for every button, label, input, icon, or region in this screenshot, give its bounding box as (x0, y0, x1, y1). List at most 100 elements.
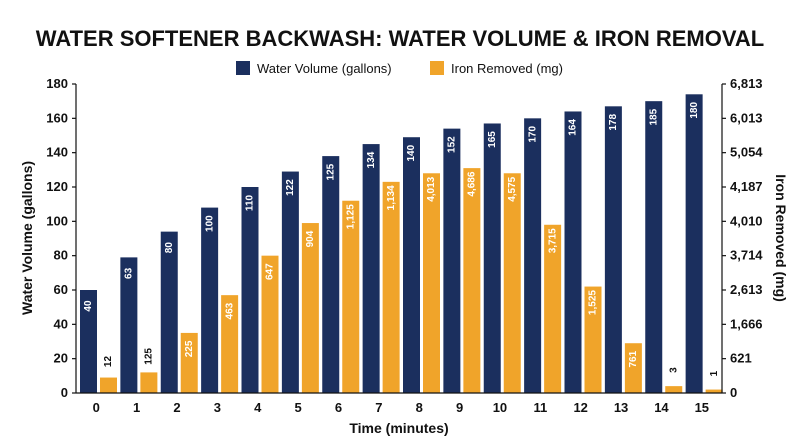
legend: Water Volume (gallons) Iron Removed (mg) (236, 61, 563, 76)
iron-removed-label-4: 647 (265, 263, 276, 280)
iron-removed-bar-7 (382, 181, 400, 393)
legend-swatch-water-volume (236, 61, 250, 75)
iron-removed-label-5: 904 (305, 230, 316, 247)
right-tick-label: 1,666 (730, 316, 763, 331)
water-volume-bar-8 (403, 137, 420, 393)
water-volume-label-1: 63 (124, 267, 135, 279)
x-tick-label: 9 (456, 400, 463, 415)
x-tick-label: 8 (416, 400, 423, 415)
iron-removed-label-6: 1,125 (345, 204, 356, 229)
water-volume-bar-9 (443, 128, 461, 393)
x-tick-label: 10 (493, 400, 507, 415)
iron-removed-label-7: 1,134 (386, 185, 397, 210)
iron-removed-label-13: 761 (628, 350, 639, 367)
legend-label-water-volume: Water Volume (gallons) (257, 61, 392, 76)
iron-removed-label-9: 4,686 (467, 171, 478, 196)
right-tick-label: 2,613 (730, 282, 763, 297)
water-volume-bar-15 (685, 94, 703, 394)
iron-removed-label-12: 1,525 (588, 290, 599, 315)
iron-removed-label-11: 3,715 (547, 228, 558, 253)
water-volume-label-11: 170 (527, 126, 538, 143)
right-axis-ticks: 0 621 1,666 2,613 3,714 4,010 4,187 5,054 6,013 6… (722, 76, 763, 400)
water-volume-bar-7 (362, 144, 380, 393)
iron-removed-label-8: 4,013 (426, 176, 437, 201)
right-tick-label: 6,813 (730, 76, 763, 91)
iron-removed-label-2: 225 (184, 340, 195, 357)
iron-removed-label-3: 463 (224, 302, 235, 319)
water-volume-bar-3 (201, 207, 219, 393)
water-volume-label-7: 134 (366, 151, 377, 168)
water-volume-label-2: 80 (164, 242, 175, 254)
water-volume-label-6: 125 (325, 163, 336, 180)
right-tick-label: 5,054 (730, 145, 763, 160)
iron-removed-bar-0 (100, 377, 117, 393)
water-volume-label-15: 180 (689, 102, 700, 119)
x-tick-label: 6 (335, 400, 342, 415)
water-volume-label-5: 122 (285, 179, 296, 196)
chart-title: WATER SOFTENER BACKWASH: WATER VOLUME & … (36, 26, 764, 51)
water-volume-bar-2 (160, 231, 178, 393)
water-volume-label-9: 152 (447, 136, 458, 153)
iron-removed-bar-9 (463, 168, 481, 393)
right-axis-label: Iron Removed (mg) (773, 174, 789, 302)
water-volume-label-12: 164 (568, 119, 579, 136)
right-tick-label: 621 (730, 351, 752, 366)
left-tick-label: 180 (46, 76, 68, 91)
left-tick-label: 120 (46, 179, 68, 194)
water-volume-bar-13 (604, 106, 622, 394)
x-tick-label: 1 (133, 400, 140, 415)
iron-removed-bar-2 (180, 332, 198, 393)
water-volume-bar-1 (120, 257, 138, 393)
x-tick-label: 4 (254, 400, 262, 415)
iron-removed-bar-14 (665, 386, 683, 393)
iron-removed-label-14: 3 (668, 367, 679, 373)
right-tick-label: 4,010 (730, 213, 763, 228)
water-volume-bar-4 (241, 187, 259, 393)
water-volume-label-3: 100 (204, 215, 215, 232)
water-volume-bar-14 (645, 101, 663, 394)
iron-removed-bar-5 (301, 223, 319, 393)
x-tick-label: 2 (173, 400, 180, 415)
left-tick-label: 80 (54, 248, 68, 263)
left-tick-label: 40 (54, 316, 68, 331)
water-volume-label-13: 178 (608, 114, 619, 131)
x-tick-label: 12 (573, 400, 587, 415)
iron-removed-label-10: 4,575 (507, 176, 518, 201)
legend-swatch-iron-removed (430, 61, 444, 75)
right-tick-label: 0 (730, 385, 737, 400)
left-tick-label: 160 (46, 110, 68, 125)
x-tick-label: 5 (294, 400, 301, 415)
iron-removed-bar-8 (423, 173, 440, 393)
iron-removed-label-1: 125 (144, 348, 155, 365)
iron-removed-bar-10 (503, 173, 521, 393)
left-tick-label: 0 (61, 385, 68, 400)
plot-area: 40 12 63 125 80 225 100 463 110 647 122 904 125 1,125… (80, 94, 723, 394)
x-tick-label: 7 (375, 400, 382, 415)
iron-removed-bar-6 (342, 200, 360, 393)
water-volume-label-8: 140 (406, 144, 417, 161)
water-volume-bar-0 (80, 290, 97, 393)
left-tick-label: 140 (46, 145, 68, 160)
x-axis-ticks: 0 1 2 3 4 5 6 7 8 9 10 11 12 13 14 15 (93, 400, 709, 415)
x-tick-label: 15 (695, 400, 709, 415)
water-volume-bar-10 (483, 123, 501, 393)
iron-removed-bar-4 (261, 255, 279, 393)
water-volume-label-4: 110 (245, 194, 256, 211)
x-tick-label: 3 (214, 400, 221, 415)
x-axis-label: Time (minutes) (349, 420, 448, 436)
x-tick-label: 11 (533, 400, 547, 415)
iron-removed-bar-3 (221, 295, 239, 393)
iron-removed-bar-15 (705, 389, 723, 393)
x-tick-label: 14 (654, 400, 669, 415)
water-volume-label-0: 40 (83, 300, 94, 312)
right-tick-label: 6,013 (730, 110, 763, 125)
left-tick-label: 100 (46, 213, 68, 228)
water-volume-bar-6 (322, 156, 340, 393)
water-volume-bar-5 (281, 171, 299, 393)
iron-removed-bar-13 (624, 343, 642, 393)
right-tick-label: 3,714 (730, 248, 763, 263)
left-tick-label: 20 (54, 351, 68, 366)
x-tick-label: 13 (614, 400, 628, 415)
iron-removed-label-15: 1 (709, 370, 720, 376)
